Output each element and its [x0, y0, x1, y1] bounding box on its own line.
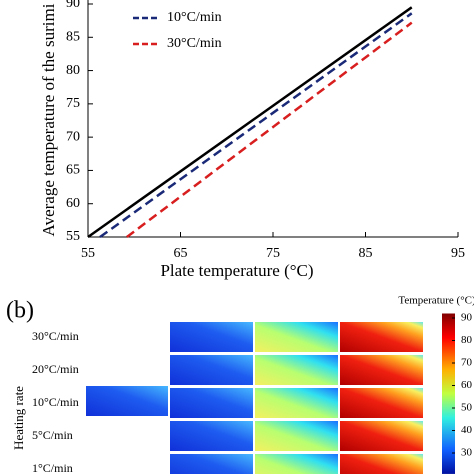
heatmap-image: [255, 388, 338, 418]
colorbar-tick-label: 90: [461, 312, 473, 324]
row-label: 10°C/min: [32, 395, 79, 409]
heatmap-image: [340, 355, 423, 385]
legend-label: 30°C/min: [167, 36, 222, 51]
heatmap-image: [255, 454, 338, 474]
y-tick-label: 65: [66, 163, 80, 178]
heatmap-image: [340, 322, 423, 352]
heatmap-image: [170, 322, 253, 352]
heatmap-image: [340, 388, 423, 418]
row-label: 5°C/min: [32, 428, 73, 442]
heatmap-image: [170, 421, 253, 451]
x-tick-label: 95: [451, 246, 465, 261]
x-tick-label: 85: [359, 246, 373, 261]
colorbar-tick-label: 40: [461, 424, 473, 436]
line: [99, 12, 413, 239]
y-axis-title: Heating rate: [11, 386, 26, 450]
x-tick-label: 65: [174, 246, 188, 261]
heatmap-image: [170, 454, 253, 474]
colorbar-tick-label: 80: [461, 334, 473, 346]
heatmap-image: [170, 355, 253, 385]
heatmap-panel: (b) Temperature (°C) Heating rate: [6, 295, 474, 450]
legend-label: 10°C/min: [167, 10, 222, 25]
x-tick-label: 75: [266, 246, 280, 261]
y-tick-label: 80: [66, 63, 80, 78]
row-label: 1°C/min: [32, 461, 73, 474]
y-tick-label: 75: [66, 96, 80, 111]
colorbar-tick-label: 70: [461, 357, 473, 369]
colorbar-tick-label: 60: [461, 379, 473, 391]
row-label: 30°C/min: [32, 329, 79, 343]
colorbar: [442, 313, 455, 474]
y-tick-label: 85: [66, 30, 80, 45]
x-tick-label: 55: [81, 246, 95, 261]
y-axis-title: Average temperature of the surimi: [39, 3, 58, 236]
heatmap-image: [170, 388, 253, 418]
y-tick-label: 70: [66, 129, 80, 144]
colorbar-tick-label: 30: [461, 447, 473, 459]
line: [87, 6, 413, 239]
heatmap-image: [255, 421, 338, 451]
y-tick-label: 90: [66, 0, 80, 11]
x-axis-title: Plate temperature (°C): [160, 261, 313, 280]
y-tick-label: 55: [66, 229, 80, 244]
heatmap-image: [255, 355, 338, 385]
line-chart: Plate temperature (°C) Average temperatu…: [39, 3, 314, 280]
row-label: 20°C/min: [32, 362, 79, 376]
heatmap-image: [86, 386, 168, 416]
heatmap-image: [340, 454, 423, 474]
heatmap-image: [255, 322, 338, 352]
colorbar-tick-label: 50: [461, 402, 473, 414]
line: [126, 21, 413, 238]
colorbar-title: Temperature (°C): [398, 295, 474, 307]
heatmap-image: [340, 421, 423, 451]
panel-label: (b): [6, 298, 34, 324]
y-tick-label: 60: [66, 196, 80, 211]
